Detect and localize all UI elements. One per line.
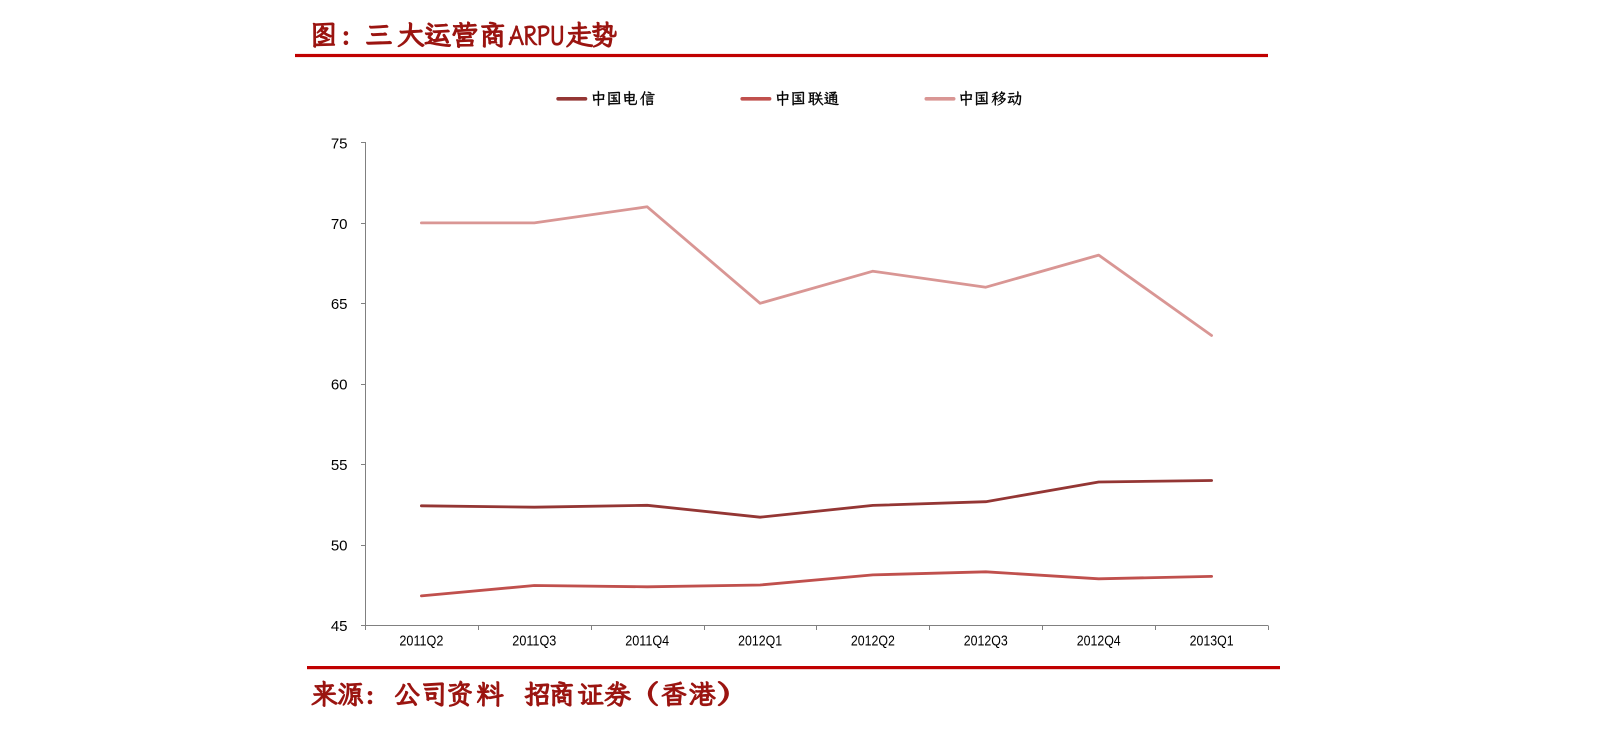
- svg-text:2012Q4: 2012Q4: [1077, 633, 1121, 650]
- svg-text:45: 45: [331, 618, 348, 635]
- svg-text:55: 55: [331, 457, 348, 474]
- svg-text:65: 65: [331, 296, 348, 313]
- svg-text:60: 60: [331, 377, 348, 394]
- svg-text:2011Q4: 2011Q4: [625, 633, 669, 650]
- svg-text:2012Q3: 2012Q3: [964, 633, 1008, 650]
- svg-text:2012Q1: 2012Q1: [738, 633, 782, 650]
- svg-text:2011Q2: 2011Q2: [399, 633, 443, 650]
- svg-text:2011Q3: 2011Q3: [512, 633, 556, 650]
- svg-text:50: 50: [331, 538, 348, 555]
- svg-text:75: 75: [331, 135, 348, 152]
- svg-text:2012Q2: 2012Q2: [851, 633, 895, 650]
- svg-text:2013Q1: 2013Q1: [1190, 633, 1234, 650]
- svg-text:70: 70: [331, 216, 348, 233]
